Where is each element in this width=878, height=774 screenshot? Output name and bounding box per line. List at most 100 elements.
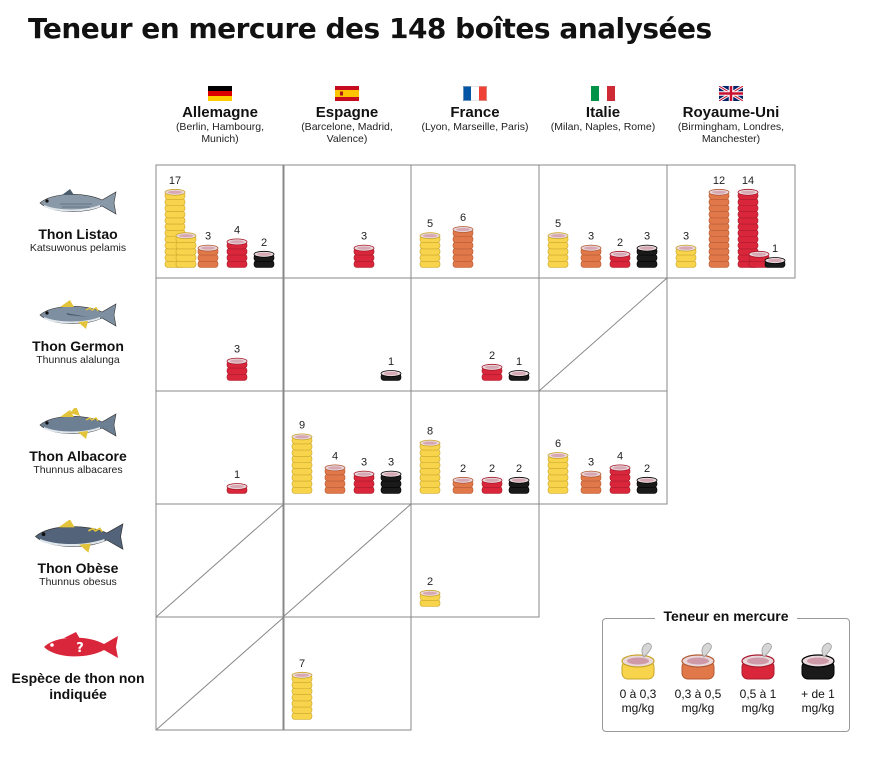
open-can-icon — [681, 642, 715, 680]
country-cities: (Lyon, Marseille, Paris) — [421, 121, 529, 133]
grid-cell — [282, 164, 412, 279]
mercury-stack: 6 — [547, 438, 569, 494]
species-latin-name: Katsuwonus pelamis — [29, 242, 127, 254]
species-name: Espèce de thon non indiquée — [11, 670, 145, 702]
species-label: Thon Obèse Thunnus obesus — [8, 520, 148, 588]
stack-count-label: 12 — [713, 175, 725, 187]
svg-text:?: ? — [76, 641, 84, 656]
species-label: ? Espèce de thon non indiquée — [8, 630, 148, 702]
stack-count-label: 3 — [361, 457, 367, 469]
stack-count-label: 3 — [588, 231, 594, 243]
mercury-stack: 3 — [353, 457, 375, 494]
grid-cell — [155, 616, 285, 731]
species-latin-name: Thunnus alalunga — [36, 354, 120, 366]
stack-count-label: 4 — [234, 224, 240, 236]
country-name: Royaume-Uni — [682, 104, 780, 121]
mercury-stack: 1 — [764, 243, 786, 268]
stack-count-label: 2 — [516, 463, 522, 475]
mercury-stack: 5 — [419, 218, 441, 268]
country-header: Italie (Milan, Naples, Rome) — [539, 86, 667, 133]
mercury-stack: 1 — [226, 469, 248, 494]
country-cities: (Barcelone, Madrid, Valence) — [301, 121, 393, 145]
mercury-stack: 7 — [291, 658, 313, 720]
open-can-icon — [621, 642, 655, 680]
country-name: France — [450, 104, 500, 121]
bigeye-tuna-icon — [34, 520, 124, 553]
legend-item: 0,5 à 1 mg/kg — [729, 641, 787, 715]
mercury-stack: 2 — [609, 237, 631, 268]
no-data-diagonal — [538, 277, 668, 392]
flag-fr-icon — [463, 86, 487, 101]
legend-label: + de 1 mg/kg — [801, 687, 835, 715]
mercury-stack: 3 — [636, 231, 658, 268]
country-name: Allemagne — [182, 104, 258, 121]
legend-label: 0,5 à 1 mg/kg — [739, 687, 777, 715]
country-name: Italie — [585, 104, 621, 121]
unknown-tuna-icon: ? — [44, 632, 118, 658]
flag-es-icon — [335, 86, 359, 101]
mercury-stack: 2 — [481, 463, 503, 494]
open-can-icon — [741, 642, 775, 680]
albacore-germon-tuna-icon — [39, 300, 117, 329]
country-cities: (Birmingham, Londres, Manchester) — [677, 121, 785, 145]
species-label: Thon Albacore Thunnus albacares — [8, 408, 148, 476]
species-name: Thon Germon — [32, 338, 124, 354]
country-header: Allemagne (Berlin, Hambourg, Munich) — [156, 86, 284, 145]
stack-count-label: 9 — [299, 419, 305, 431]
mercury-stack: 4 — [324, 450, 346, 494]
no-data-diagonal — [155, 616, 285, 731]
legend-item: + de 1 mg/kg — [789, 641, 847, 715]
stack-count-label: 3 — [644, 231, 650, 243]
stack-count-label: 2 — [489, 463, 495, 475]
flag-de-icon — [208, 86, 232, 101]
legend-item: 0,3 à 0,5 mg/kg — [669, 641, 727, 715]
legend-title: Teneur en mercure — [655, 608, 797, 624]
mercury-stack: 2 — [508, 463, 530, 494]
mercury-stack: 3 — [380, 457, 402, 494]
species-latin-name: Thunnus obesus — [39, 576, 117, 588]
stack-count-label: 3 — [588, 457, 594, 469]
stack-count-label: 2 — [644, 463, 650, 475]
stack-count-label: 5 — [427, 218, 433, 230]
species-name: Thon Albacore — [29, 448, 127, 464]
species-name: Thon Listao — [38, 226, 118, 242]
mercury-stack: 6 — [452, 212, 474, 268]
stack-count-label: 8 — [427, 426, 433, 438]
mercury-stack: 2 — [636, 463, 658, 494]
mercury-stack: 1 — [508, 356, 530, 381]
open-can-icon — [801, 642, 835, 680]
mercury-stack: 8 — [419, 426, 441, 494]
no-data-diagonal — [282, 503, 412, 618]
mercury-stack: 3 — [580, 231, 602, 268]
stack-count-label: 6 — [460, 212, 466, 224]
stack-count-label: 2 — [460, 463, 466, 475]
mercury-stack: 3 — [226, 344, 248, 381]
grid-cell — [282, 616, 412, 731]
page-title: Teneur en mercure des 148 boîtes analysé… — [28, 12, 712, 45]
mercury-stack: 4 — [226, 224, 248, 268]
grid-cell — [666, 164, 796, 279]
mercury-stack: 3 — [675, 231, 697, 268]
grid-cell — [155, 390, 285, 505]
grid-cell — [410, 503, 540, 618]
country-header: Espagne (Barcelone, Madrid, Valence) — [283, 86, 411, 145]
country-cities: (Berlin, Hambourg, Munich) — [175, 121, 265, 145]
stack-count-label: 3 — [683, 231, 689, 243]
stack-count-label: 2 — [261, 237, 267, 249]
stack-count-label: 1 — [234, 469, 240, 481]
mercury-stack: 9 — [291, 419, 313, 494]
mercury-stack: 12 — [708, 175, 730, 268]
stack-count-label: 1 — [516, 356, 522, 368]
legend-label: 0,3 à 0,5 mg/kg — [674, 687, 722, 715]
grid-cell — [155, 277, 285, 392]
legend-item: 0 à 0,3 mg/kg — [609, 641, 667, 715]
stack-count-label: 3 — [234, 344, 240, 356]
stack-count-label: 7 — [299, 658, 305, 670]
mercury-stack: 5 — [547, 218, 569, 268]
legend-label: 0 à 0,3 mg/kg — [619, 687, 657, 715]
species-label: Thon Germon Thunnus alalunga — [8, 298, 148, 366]
mercury-stack: 1 — [380, 356, 402, 381]
stack-count-label: 2 — [617, 237, 623, 249]
mercury-legend: Teneur en mercure 0 à 0,3 mg/kg 0,3 à 0,5… — [602, 608, 850, 732]
